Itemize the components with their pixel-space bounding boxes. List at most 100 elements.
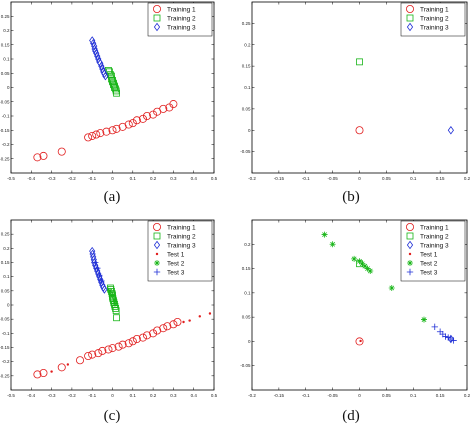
panel-1: -0.5 -0.4 -0.3 -0.2 -0.1 0 0.1 0.2 0.3 0.4 0.5 -0.2… <box>0 1 218 205</box>
x-tick-label: -0.15 <box>274 393 285 398</box>
x-tick-label: -0.05 <box>327 393 338 398</box>
data-point <box>39 151 48 160</box>
legend-swatch <box>406 232 414 240</box>
data-point <box>153 326 162 335</box>
data-point <box>104 345 113 354</box>
y-tick-label: 0 <box>248 128 251 133</box>
data-point <box>94 51 101 61</box>
legend-label: Training 1 <box>167 6 196 13</box>
legend-label: Test 3 <box>420 269 438 276</box>
y-tick-label: -0.05 <box>0 317 10 322</box>
data-point <box>124 120 133 129</box>
legend-label: Test 2 <box>420 260 438 267</box>
series-training-2 <box>107 284 120 322</box>
legend-swatch <box>153 232 161 240</box>
data-point <box>159 104 168 113</box>
y-tick-label: -0.1 <box>2 331 10 336</box>
data-point <box>98 61 105 71</box>
data-point <box>91 41 98 51</box>
data-point <box>321 231 328 238</box>
data-point <box>198 315 201 318</box>
legend-label: Test 1 <box>167 251 185 258</box>
legend-label: Training 3 <box>167 24 196 31</box>
legend: Training 1 Training 2 Training 3 <box>147 2 213 37</box>
series-training-2 <box>105 67 120 97</box>
x-tick-label: 0.05 <box>382 176 391 181</box>
y-tick-label: -0.15 <box>0 345 10 350</box>
series-test-3 <box>431 323 457 344</box>
data-point <box>143 331 152 340</box>
data-point <box>169 100 178 109</box>
y-tick-label: 0.05 <box>1 71 10 76</box>
legend-swatch <box>405 5 414 13</box>
legend-label: Training 3 <box>167 242 196 249</box>
legend-swatch <box>406 268 414 276</box>
legend-swatch <box>155 252 159 256</box>
data-point <box>149 329 158 338</box>
x-tick-label: 0.1 <box>410 393 417 398</box>
data-point <box>97 58 104 68</box>
legend: Training 1 Training 2 Training 3 <box>400 2 466 37</box>
legend-label: Training 1 <box>420 6 449 13</box>
data-point <box>114 342 123 351</box>
x-tick-label: 0.5 <box>211 176 218 181</box>
y-tick-label: 0.1 <box>3 57 10 62</box>
data-point <box>96 129 105 138</box>
legend-swatch <box>154 260 160 266</box>
data-point <box>447 125 454 135</box>
series-training-3 <box>89 36 109 81</box>
x-tick-label: 0 <box>358 393 361 398</box>
data-point <box>138 333 147 342</box>
y-tick-label: 0.1 <box>244 85 251 90</box>
y-tick-label: -0.05 <box>240 363 251 368</box>
data-point <box>111 296 118 303</box>
data-point <box>132 334 141 343</box>
y-tick-label: -0.1 <box>2 114 10 119</box>
data-point <box>361 263 368 270</box>
x-tick-label: 0.4 <box>191 176 198 181</box>
data-point <box>149 110 158 119</box>
x-tick-label: 0.2 <box>150 393 157 398</box>
data-point <box>355 126 364 135</box>
data-point <box>143 112 152 121</box>
data-point <box>108 126 117 135</box>
legend-swatch <box>405 222 414 231</box>
data-point <box>169 320 178 329</box>
y-tick-label: -0.05 <box>240 149 251 154</box>
legend-swatch <box>153 22 161 32</box>
series-test-3 <box>92 259 105 285</box>
legend-label: Test 1 <box>420 251 438 258</box>
legend-swatch <box>153 14 161 22</box>
data-point <box>447 335 455 343</box>
data-point <box>359 260 366 267</box>
y-tick-label: 0 <box>7 303 10 308</box>
y-tick-label: 0.15 <box>242 64 251 69</box>
data-point <box>138 114 147 123</box>
data-point <box>98 346 107 355</box>
data-point <box>76 356 85 365</box>
panel-caption: (d) <box>342 408 360 424</box>
y-tick-label: -0.25 <box>0 156 10 161</box>
data-point <box>92 261 99 270</box>
y-tick-label: 0.25 <box>1 232 10 237</box>
legend-box <box>147 2 213 37</box>
data-point <box>102 127 111 136</box>
x-tick-label: -0.2 <box>68 176 76 181</box>
legend: Training 1 Training 2 Training 3 Test 1 Test… <box>400 220 466 282</box>
y-tick-label: 0.2 <box>244 242 251 247</box>
data-point <box>356 258 363 265</box>
data-point <box>33 370 42 379</box>
data-point <box>364 265 371 272</box>
data-point <box>93 49 100 58</box>
data-point <box>112 85 119 93</box>
y-tick-label: 0.25 <box>1 14 10 19</box>
legend-label: Training 3 <box>420 24 449 31</box>
y-tick-label: -0.05 <box>0 99 10 104</box>
data-point <box>96 272 103 279</box>
legend-swatch <box>407 260 413 266</box>
panel-caption: (c) <box>104 408 121 424</box>
data-point <box>208 312 212 315</box>
data-point <box>113 314 120 322</box>
panel-4: -0.2 -0.15 -0.1 -0.05 0 0.05 0.1 0.15 0.2 -0.05 0 0… <box>240 219 471 424</box>
data-point <box>84 351 93 360</box>
